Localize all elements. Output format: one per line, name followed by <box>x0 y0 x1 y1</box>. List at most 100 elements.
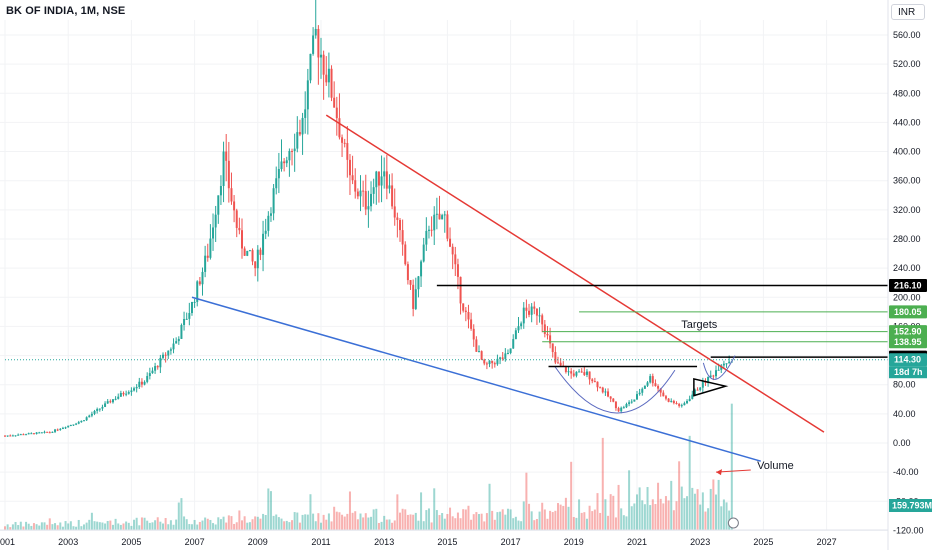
price-badge <box>889 279 927 293</box>
candle-body <box>583 372 586 375</box>
y-tick-label: 240.00 <box>893 263 921 273</box>
volume-bar <box>601 437 604 530</box>
volume-bar <box>272 515 275 530</box>
candle-body <box>198 281 201 285</box>
candle-body <box>514 330 517 340</box>
volume-bar <box>420 492 423 530</box>
volume-bar <box>9 527 12 530</box>
volume-bar <box>614 517 617 530</box>
volume-bar <box>61 526 64 530</box>
volume-bar <box>314 521 317 530</box>
volume-bar <box>506 508 509 530</box>
price-badge <box>889 305 927 319</box>
volume-bar <box>275 514 278 530</box>
volume-bar <box>243 516 246 530</box>
candle-body <box>6 435 9 437</box>
candle-body <box>625 404 628 408</box>
candle-body <box>614 401 617 409</box>
volume-bar <box>570 461 573 530</box>
candle-body <box>296 132 299 149</box>
candle-body <box>317 28 320 58</box>
volume-bar <box>338 512 341 530</box>
candle-body <box>651 376 654 384</box>
candle-body <box>372 187 375 194</box>
candle-body <box>32 433 35 435</box>
volume-bar <box>396 494 399 530</box>
volume-bar <box>715 494 717 530</box>
volume-bar <box>327 513 330 530</box>
candle-body <box>341 137 344 143</box>
candle-body <box>11 435 14 437</box>
volume-bar <box>717 479 720 530</box>
candle-body <box>4 435 6 437</box>
candle-body <box>388 185 391 189</box>
candle-body <box>259 249 262 255</box>
volume-bar <box>722 499 725 530</box>
volume-bar <box>517 520 520 530</box>
candle-body <box>667 398 670 402</box>
price-badge-label: 180.05 <box>894 307 922 317</box>
volume-bar <box>383 515 386 530</box>
x-tick-label: 2021 <box>627 537 647 547</box>
candle-body <box>427 229 430 231</box>
volume-bar <box>535 518 538 530</box>
volume-bar <box>551 512 554 530</box>
candle-body <box>356 191 359 197</box>
volume-bar <box>254 516 257 530</box>
volume-bar <box>293 512 296 530</box>
volume-bar <box>238 510 241 530</box>
x-tick-label: 2015 <box>437 537 457 547</box>
candle-body <box>399 219 401 231</box>
volume-bar <box>377 522 380 530</box>
candle-body <box>422 244 425 262</box>
candle-body <box>483 359 486 364</box>
candle-body <box>88 415 91 418</box>
currency-selector[interactable]: INR <box>891 4 925 20</box>
volume-bar <box>90 512 93 530</box>
candle-body <box>320 54 322 58</box>
volume-bar <box>233 523 236 530</box>
volume-bar <box>483 521 486 530</box>
volume-bar <box>541 502 544 530</box>
candle-body <box>693 389 696 395</box>
volume-bar <box>393 520 396 530</box>
volume-bar <box>225 522 228 530</box>
candle-body <box>391 185 394 207</box>
candle-body <box>680 405 683 407</box>
volume-bar <box>680 486 683 530</box>
candle-body <box>364 191 367 210</box>
volume-bar <box>277 517 280 530</box>
volume-bar <box>659 498 662 530</box>
volume-bar <box>193 519 196 530</box>
volume-bar <box>564 497 567 530</box>
volume-badge <box>889 499 932 512</box>
candle-body <box>56 429 59 431</box>
volume-bar <box>670 480 673 530</box>
candle-body <box>35 432 38 434</box>
candle-body <box>414 289 417 309</box>
volume-bar <box>27 523 30 530</box>
volume-bar <box>538 511 541 530</box>
candle-body <box>564 366 567 372</box>
candle-body <box>712 375 715 377</box>
volume-bar <box>456 512 459 530</box>
candle-body <box>9 435 12 437</box>
candle-body <box>496 358 499 365</box>
volume-bar <box>525 472 528 530</box>
volume-bar <box>88 519 91 530</box>
candle-body <box>530 306 533 315</box>
volume-bar <box>417 520 420 530</box>
candle-body <box>417 276 420 290</box>
volume-arrow-head <box>716 469 722 476</box>
volume-bar <box>280 518 283 530</box>
y-tick-label: 520.00 <box>893 59 921 69</box>
volume-bar <box>217 517 220 530</box>
candle-body <box>183 319 186 326</box>
volume-bar <box>17 525 20 530</box>
candle-body <box>649 376 652 383</box>
candle-body <box>251 250 254 262</box>
cup-curve <box>554 366 676 414</box>
volume-bar <box>512 518 515 530</box>
volume-bar <box>164 518 167 530</box>
